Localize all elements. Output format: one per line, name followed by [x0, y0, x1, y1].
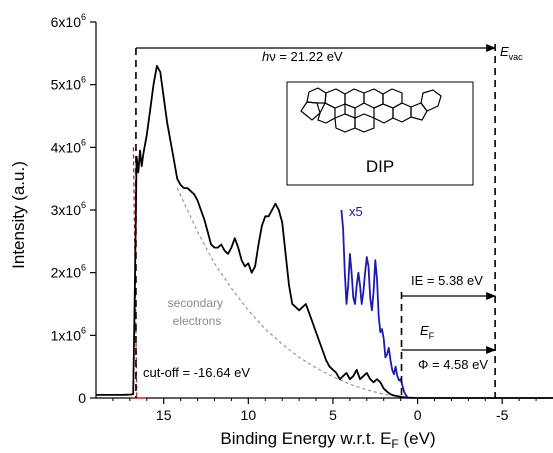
- spectrum-line: [96, 65, 553, 399]
- series-spectrum-x5: [340, 209, 409, 398]
- y-tick-label-main: 0: [78, 390, 86, 406]
- y-tick-label-exp: 6: [81, 263, 86, 273]
- y-tick-label-main: 4x10: [51, 139, 82, 155]
- evac-label: Evac: [500, 44, 523, 62]
- secondary-electron-curve: [176, 187, 418, 399]
- y-tick-label: 0: [78, 390, 86, 406]
- secondary-label-line2: electrons: [173, 314, 222, 328]
- y-tick-label: 5x106: [51, 75, 86, 93]
- ionization-energy-label: IE = 5.38 eV: [411, 273, 483, 288]
- y-tick-label-exp: 6: [81, 137, 86, 147]
- y-tick-label-main: 6x10: [51, 14, 82, 30]
- x-tick-label: 10: [241, 407, 257, 423]
- x-axis-title-unit: (eV): [399, 429, 436, 448]
- photon-energy-label: hν = 21.22 eV: [262, 49, 343, 64]
- y-tick-label: 4x106: [51, 137, 86, 155]
- series-spectrum: [96, 65, 553, 399]
- inset-frame: [286, 81, 474, 186]
- y-tick-label-exp: 6: [81, 200, 86, 210]
- secondary-electrons-label: secondary electrons: [168, 296, 227, 328]
- x-tick-label: 0: [414, 407, 422, 423]
- y-tick-label-exp: 6: [81, 325, 86, 335]
- evac-label-main: E: [500, 44, 509, 59]
- y-tick-label: 1x106: [51, 325, 86, 343]
- x-tick-label: 15: [156, 407, 172, 423]
- photon-energy-h: h: [262, 49, 269, 64]
- inset-label: DIP: [366, 157, 394, 176]
- y-tick-label-main: 1x10: [51, 327, 82, 343]
- cutoff-label: cut-off = -16.64 eV: [143, 365, 250, 380]
- x-axis-title-main: Binding Energy w.r.t. E: [220, 429, 391, 448]
- work-function-label: Φ = 4.58 eV: [418, 357, 488, 372]
- spectrum-x5-line: [340, 209, 409, 398]
- secondary-curve-line: [176, 187, 418, 399]
- y-tick-label: 3x106: [51, 200, 86, 218]
- secondary-label-line1: secondary: [168, 296, 223, 310]
- evac-label-sub: vac: [509, 52, 524, 62]
- molecule-inset: DIP: [286, 81, 474, 186]
- x-ticks: 15 10 5 0 -5: [112, 398, 537, 423]
- y-tick-label-main: 5x10: [51, 77, 82, 93]
- y-tick-label-exp: 6: [81, 12, 86, 22]
- y-tick-label: 6x106: [51, 12, 86, 30]
- y-tick-label-main: 2x10: [51, 265, 82, 281]
- y-tick-label: 2x106: [51, 263, 86, 281]
- fermi-label: EF: [420, 323, 435, 341]
- x-tick-label: -5: [496, 407, 509, 423]
- fermi-label-main: E: [420, 323, 429, 338]
- x-tick-label: 5: [329, 407, 337, 423]
- x5-label: x5: [349, 204, 363, 219]
- y-axis-title: Intensity (a.u.): [9, 161, 28, 269]
- photon-energy-value: ν = 21.22 eV: [269, 49, 343, 64]
- dip-molecule-icon: [300, 87, 442, 133]
- x-axis-title-sub: F: [391, 437, 398, 451]
- x-axis-title: Binding Energy w.r.t. EF (eV): [220, 429, 435, 451]
- fermi-label-sub: F: [429, 331, 435, 341]
- y-tick-label-main: 3x10: [51, 202, 82, 218]
- y-tick-label-exp: 6: [81, 75, 86, 85]
- cutoff-marker: [132, 147, 147, 399]
